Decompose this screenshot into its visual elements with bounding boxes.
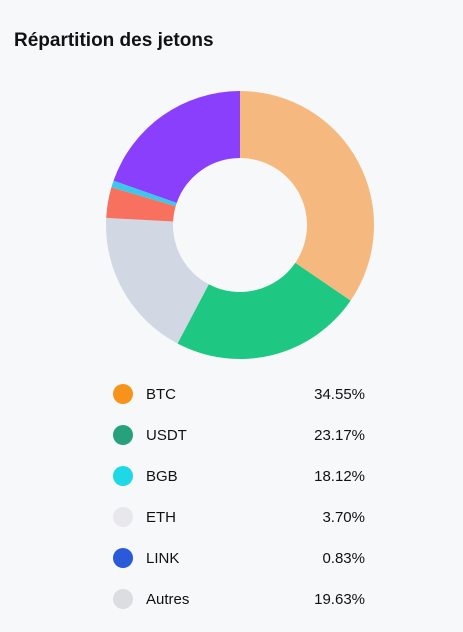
legend-label: Autres xyxy=(146,591,189,608)
legend-label: BTC xyxy=(146,386,176,403)
legend-icon xyxy=(113,384,133,404)
legend-icon xyxy=(113,425,133,445)
chart-title: Répartition des jetons xyxy=(14,30,214,51)
legend-value: 34.55% xyxy=(314,386,365,403)
donut-slice xyxy=(240,91,374,301)
donut-slice xyxy=(177,262,351,359)
legend-label: BGB xyxy=(146,468,178,485)
legend-value: 0.83% xyxy=(322,550,365,567)
legend-icon xyxy=(113,507,133,527)
donut-slice xyxy=(111,180,177,207)
donut-slice xyxy=(106,187,176,222)
legend-label: ETH xyxy=(146,509,176,526)
legend-value: 23.17% xyxy=(314,427,365,444)
legend-icon xyxy=(113,548,133,568)
legend-value: 19.63% xyxy=(314,591,365,608)
legend-icon xyxy=(113,466,133,486)
donut-slice xyxy=(113,91,240,203)
legend-value: 3.70% xyxy=(322,509,365,526)
legend-value: 18.12% xyxy=(314,468,365,485)
donut-slice xyxy=(105,217,209,344)
legend-label: LINK xyxy=(146,550,179,567)
legend-icon xyxy=(113,589,133,609)
legend-label: USDT xyxy=(146,427,187,444)
